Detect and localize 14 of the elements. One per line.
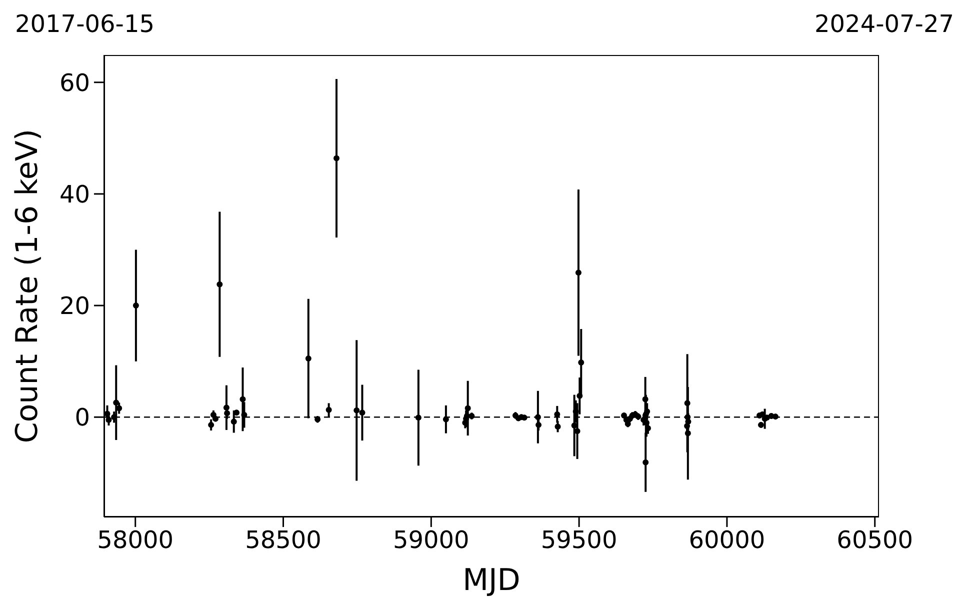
x-axis-title: MJD — [462, 563, 522, 599]
y-axis-title: Count Rate (1-6 keV) — [10, 128, 46, 444]
x-tick-label: 60500 — [836, 526, 914, 554]
x-tick-label: 58500 — [245, 526, 322, 554]
x-tick-label: 60000 — [688, 526, 766, 554]
y-tick-label: 0 — [74, 404, 90, 432]
x-tick-label: 58000 — [97, 526, 174, 554]
text: 2024-07-27 — [814, 10, 954, 38]
text: 2017-06-15 — [15, 10, 154, 38]
y-tick-label: 40 — [59, 180, 90, 208]
x-tick-label: 59500 — [540, 526, 618, 554]
x-tick-label: 59000 — [392, 526, 470, 554]
y-tick-label: 60 — [59, 68, 90, 97]
y-tick-label: 20 — [59, 292, 90, 320]
